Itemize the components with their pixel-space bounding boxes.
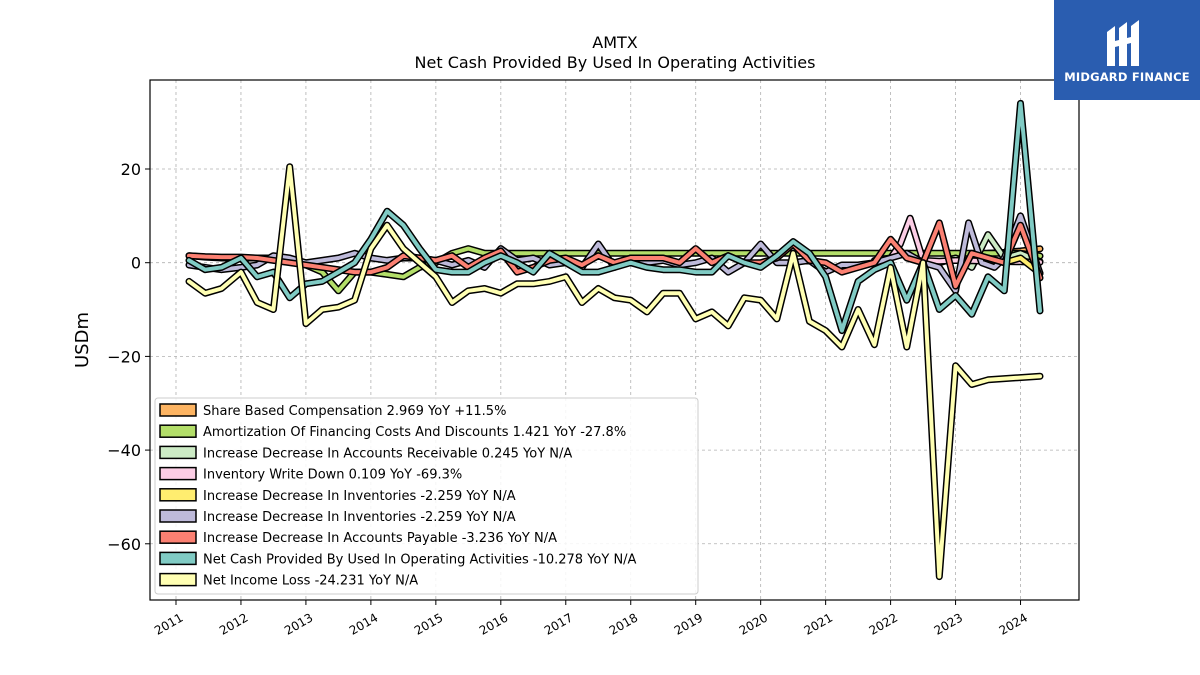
legend-swatch — [159, 509, 197, 523]
legend-label: Inventory Write Down 0.109 YoY -69.3% — [203, 468, 462, 483]
legend-label: Increase Decrease In Accounts Payable -3… — [203, 531, 557, 546]
legend-swatch — [159, 572, 197, 587]
series-line — [187, 101, 1042, 333]
legend-box — [154, 397, 699, 595]
legend-label: Net Cash Provided By Used In Operating A… — [203, 552, 637, 567]
y-axis: 20 0 −20 −40 −60 — [107, 160, 150, 554]
series-7 — [185, 99, 1044, 335]
brand-logo: MIDGARD FINANCE — [1054, 0, 1200, 100]
logo-text: MIDGARD FINANCE — [1064, 70, 1190, 84]
legend-label: Increase Decrease In Inventories -2.259 … — [203, 489, 516, 504]
legend-swatch — [159, 488, 197, 502]
legend-swatch — [159, 445, 197, 460]
chart-title: AMTX — [592, 33, 638, 52]
legend-label: Share Based Compensation 2.969 YoY +11.5… — [203, 404, 506, 419]
legend-swatch — [159, 551, 197, 566]
legend-swatch — [159, 403, 197, 417]
chart-subtitle: Net Cash Provided By Used In Operating A… — [415, 53, 816, 72]
legend-swatch — [159, 530, 197, 544]
legend-label: Net Income Loss -24.231 YoY N/A — [203, 574, 418, 589]
series-line — [187, 164, 1042, 579]
legend-label: Amortization Of Financing Costs And Disc… — [203, 425, 626, 440]
y-tick-label: −60 — [107, 535, 141, 554]
series-line — [187, 220, 1042, 289]
logo-mark-icon — [1107, 20, 1139, 66]
y-tick-label: −20 — [107, 347, 141, 366]
y-tick-label: 20 — [121, 160, 141, 179]
legend-label: Increase Decrease In Inventories -2.259 … — [203, 510, 516, 525]
series-6 — [185, 219, 1044, 290]
legend: Share Based Compensation 2.969 YoY +11.5… — [154, 397, 699, 595]
y-tick-label: −40 — [107, 441, 141, 460]
legend-swatch — [159, 466, 197, 481]
legend-label: Increase Decrease In Accounts Receivable… — [203, 446, 572, 461]
y-tick-label: 0 — [131, 254, 141, 273]
series-8 — [185, 163, 1044, 581]
plot-frame — [149, 79, 1080, 601]
series-layer — [185, 99, 1044, 581]
y-axis-label: USDm — [72, 312, 93, 368]
legend-swatch — [159, 424, 197, 438]
